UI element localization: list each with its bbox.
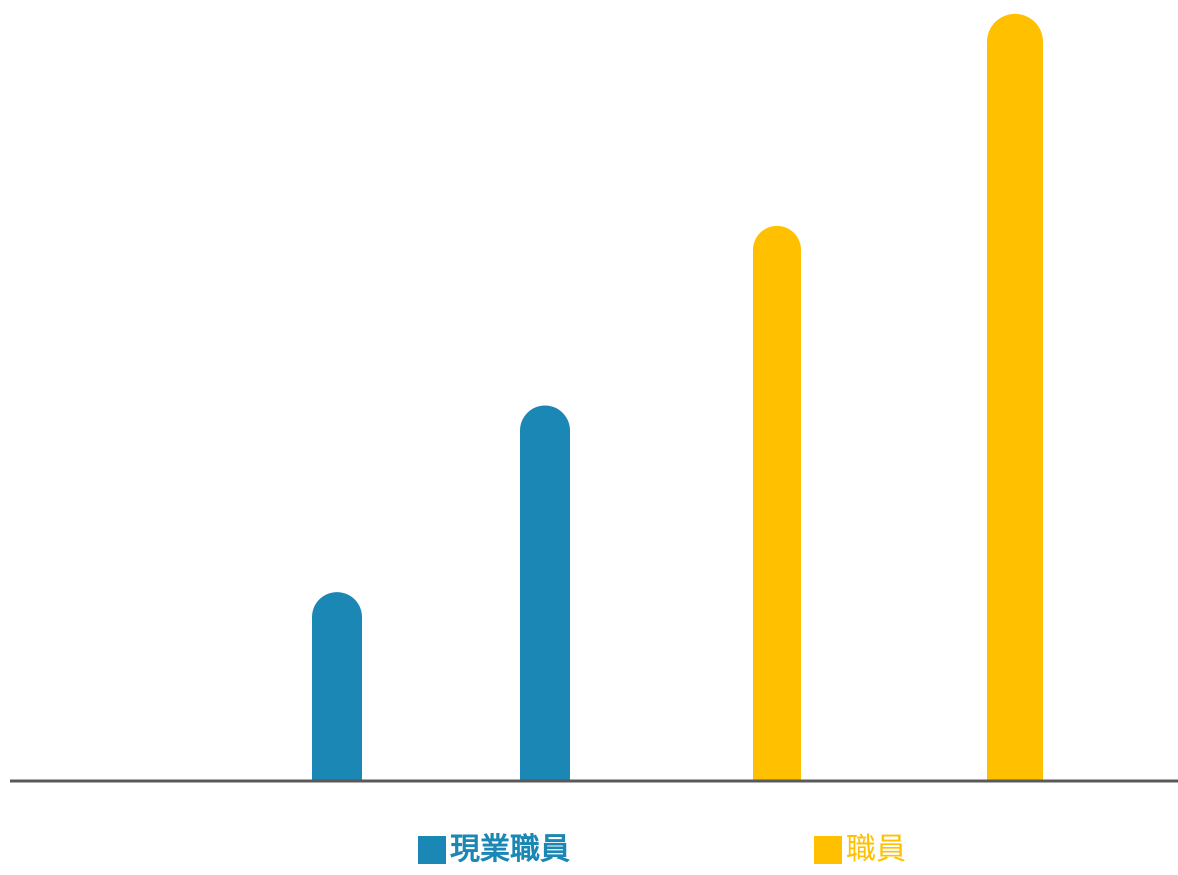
legend-label-shokuin: 職員 [846,832,906,867]
legend-item-genba-shokuin: 現業職員 [418,835,570,865]
legend-item-shokuin: 職員 [814,835,906,865]
bar-2 [520,405,570,781]
bars-group [312,13,1043,782]
bar-chart [10,13,1178,783]
bar-1 [312,592,362,781]
bar-4 [987,13,1043,782]
bar-3 [753,225,801,781]
legend-swatch-genba-shokuin [418,836,446,864]
legend-label-genba-shokuin: 現業職員 [450,832,570,867]
legend-swatch-shokuin [814,836,842,864]
